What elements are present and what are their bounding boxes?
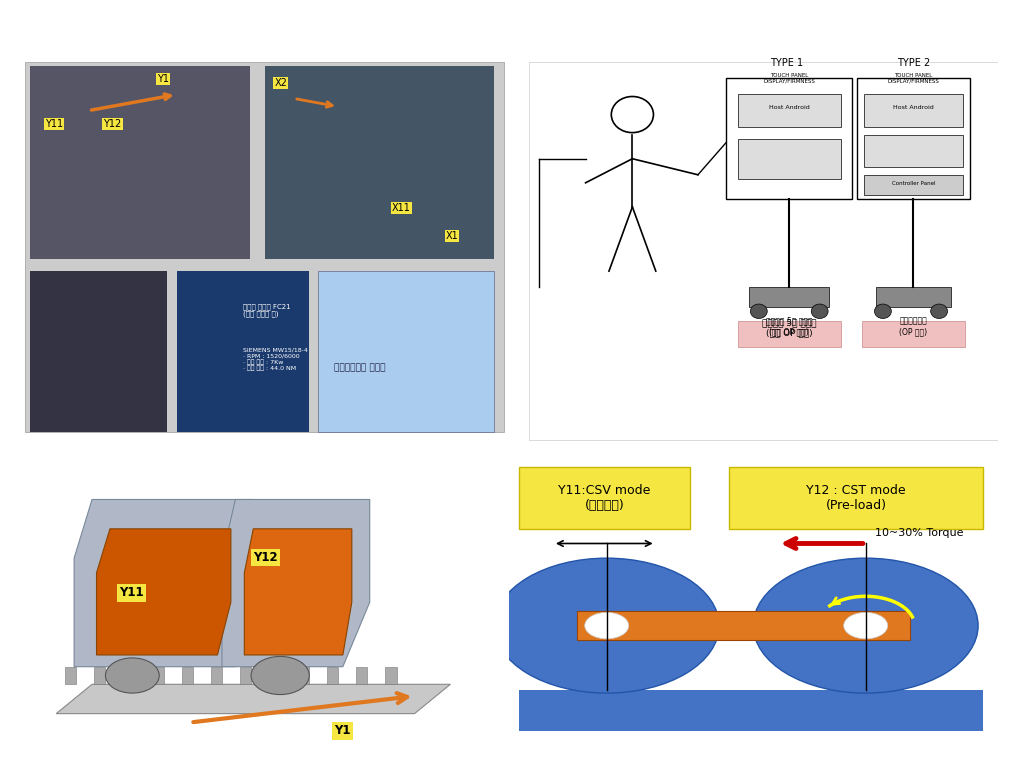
FancyBboxPatch shape <box>726 79 852 199</box>
FancyBboxPatch shape <box>729 467 983 529</box>
Text: SIEMENS MW15/18-4
· RPM : 1520/6000
· 정격 전력 : 7Kw
· 정격 토크 : 44.0 NM: SIEMENS MW15/18-4 · RPM : 1520/6000 · 정격… <box>242 347 307 371</box>
Circle shape <box>753 558 978 693</box>
FancyBboxPatch shape <box>862 321 965 347</box>
Circle shape <box>251 656 309 695</box>
Polygon shape <box>244 529 352 655</box>
Circle shape <box>495 558 719 693</box>
Polygon shape <box>181 667 192 684</box>
FancyBboxPatch shape <box>738 321 841 347</box>
Circle shape <box>930 304 948 319</box>
FancyBboxPatch shape <box>31 66 250 259</box>
FancyBboxPatch shape <box>875 287 951 307</box>
Circle shape <box>844 612 888 639</box>
FancyBboxPatch shape <box>519 537 983 731</box>
Polygon shape <box>356 667 367 684</box>
Text: Y11:CSV mode
(위치제어): Y11:CSV mode (위치제어) <box>558 484 651 512</box>
Text: TOUCH PANEL
DISPLAY/FIRMNESS: TOUCH PANEL DISPLAY/FIRMNESS <box>888 73 940 83</box>
Circle shape <box>811 304 828 319</box>
FancyBboxPatch shape <box>31 271 167 432</box>
Polygon shape <box>153 667 164 684</box>
Polygon shape <box>211 667 222 684</box>
FancyBboxPatch shape <box>529 63 998 440</box>
FancyBboxPatch shape <box>738 139 841 179</box>
Text: Y1: Y1 <box>334 724 350 737</box>
Text: TYPE 2: TYPE 2 <box>897 59 930 69</box>
FancyBboxPatch shape <box>749 287 829 307</box>
Text: (b): (b) <box>750 464 777 482</box>
Text: Y12: Y12 <box>253 551 278 564</box>
Polygon shape <box>123 667 134 684</box>
Polygon shape <box>222 499 370 667</box>
Text: 테스트용 5축 장비용
(장비 OP 탑재): 테스트용 5축 장비용 (장비 OP 탑재) <box>766 317 812 336</box>
FancyBboxPatch shape <box>265 66 495 259</box>
FancyBboxPatch shape <box>864 134 962 167</box>
Text: Host Android: Host Android <box>893 104 934 110</box>
Circle shape <box>874 304 892 319</box>
FancyBboxPatch shape <box>25 63 504 432</box>
Text: X1: X1 <box>446 231 458 241</box>
Circle shape <box>750 304 768 319</box>
Circle shape <box>106 658 159 693</box>
Text: TYPE 1: TYPE 1 <box>771 59 803 69</box>
Text: 복합가공기용
(OP 탑재): 복합가공기용 (OP 탑재) <box>899 317 927 336</box>
Text: Controller Panel: Controller Panel <box>892 181 936 186</box>
Text: Y12 : CST mode
(Pre-load): Y12 : CST mode (Pre-load) <box>806 484 906 512</box>
Text: X11: X11 <box>392 203 410 213</box>
Polygon shape <box>56 684 450 713</box>
Text: Host Android: Host Android <box>769 104 809 110</box>
FancyBboxPatch shape <box>177 271 308 432</box>
Text: 개방형제어기 시스템: 개방형제어기 시스템 <box>334 363 386 372</box>
Polygon shape <box>298 667 309 684</box>
Text: 10~30% Torque: 10~30% Torque <box>875 527 964 537</box>
FancyBboxPatch shape <box>20 455 468 749</box>
Text: Y12: Y12 <box>104 119 122 129</box>
Circle shape <box>584 612 629 639</box>
FancyBboxPatch shape <box>864 174 962 195</box>
Text: Y11: Y11 <box>45 119 63 129</box>
Text: TOUCH PANEL
DISPLAY/FIRMNESS: TOUCH PANEL DISPLAY/FIRMNESS <box>764 73 815 83</box>
FancyBboxPatch shape <box>738 94 841 127</box>
Text: 테스트용 5축 장비용
(장비 OP 탑재): 테스트용 5축 장비용 (장비 OP 탑재) <box>762 318 816 337</box>
Polygon shape <box>269 667 280 684</box>
Text: Y1: Y1 <box>157 74 169 84</box>
Polygon shape <box>386 667 397 684</box>
FancyBboxPatch shape <box>519 467 690 529</box>
Polygon shape <box>97 529 231 655</box>
Text: (a): (a) <box>252 460 277 478</box>
FancyBboxPatch shape <box>509 455 998 749</box>
Polygon shape <box>240 667 251 684</box>
FancyBboxPatch shape <box>864 94 962 127</box>
FancyBboxPatch shape <box>577 611 910 640</box>
Polygon shape <box>327 667 338 684</box>
Text: 스핀들 인버터 FC21
(지브 마이어 사): 스핀들 인버터 FC21 (지브 마이어 사) <box>242 303 290 317</box>
FancyBboxPatch shape <box>857 79 969 199</box>
Polygon shape <box>95 667 106 684</box>
FancyBboxPatch shape <box>519 690 983 731</box>
FancyBboxPatch shape <box>319 271 495 432</box>
Text: X2: X2 <box>275 79 287 89</box>
Polygon shape <box>74 499 253 667</box>
Text: Y11: Y11 <box>119 586 144 599</box>
Polygon shape <box>65 667 76 684</box>
